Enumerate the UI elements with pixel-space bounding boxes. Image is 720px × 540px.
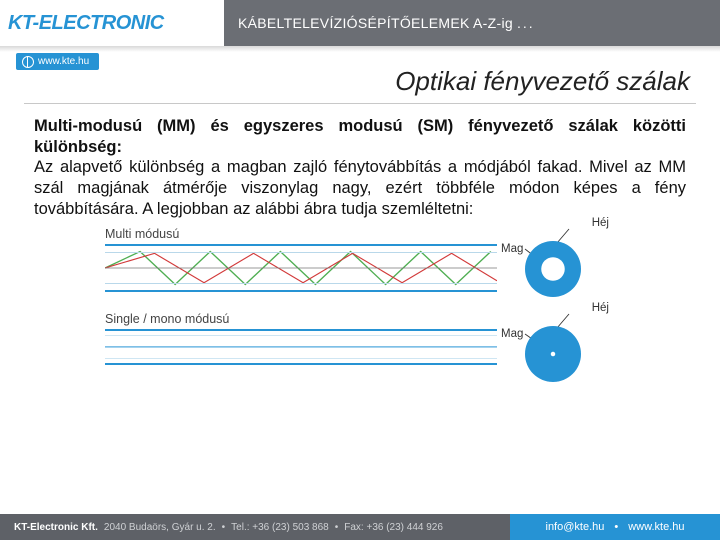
logo-text: KT-ELECTRONIC — [8, 12, 164, 35]
page-title: Optikai fényvezető szálak — [0, 52, 720, 103]
sm-label: Single / mono módusú — [105, 312, 497, 326]
footer-email: info@kte.hu — [546, 521, 605, 533]
title-rule — [24, 103, 696, 104]
sm-cross-section: Héj Mag — [505, 312, 615, 391]
mag-label-2: Mag — [501, 328, 523, 340]
mm-cross-section: Héj Mag — [505, 227, 615, 306]
logo-area: KT-ELECTRONIC — [0, 0, 224, 46]
footer-web: www.kte.hu — [628, 521, 684, 533]
footer-fax: Fax: +36 (23) 444 926 — [344, 522, 443, 533]
url-badge: www.kte.hu — [16, 53, 99, 70]
sm-waveguide — [105, 329, 497, 365]
content: Multi-modusú (MM) és egyszeres modusú (S… — [0, 116, 720, 219]
mm-label: Multi módusú — [105, 227, 497, 241]
figure: Multi módusú Héj Mag Single / m — [105, 227, 615, 391]
tagline: KÁBELTELEVÍZIÓS ÉPÍTŐELEMEK A-Z-ig ... — [224, 0, 720, 46]
sm-cross-svg — [505, 312, 595, 386]
sm-row: Single / mono módusú Héj Mag — [105, 312, 615, 391]
mm-row: Multi módusú Héj Mag — [105, 227, 615, 306]
hej-label: Héj — [592, 217, 609, 229]
footer-right: info@kte.hu • www.kte.hu — [510, 514, 720, 540]
tagline-light: ÉPÍTŐELEMEK A-Z-ig — [368, 15, 513, 31]
hej-label-2: Héj — [592, 302, 609, 314]
mag-label: Mag — [501, 243, 523, 255]
mm-cross-svg — [505, 227, 595, 301]
footer-address: 2040 Budaörs, Gyár u. 2. — [104, 522, 216, 533]
body-text: Az alapvető különbség a magban zajló fén… — [34, 158, 686, 217]
tagline-bold: KÁBELTELEVÍZIÓS — [238, 15, 368, 31]
footer-left: KT-Electronic Kft. 2040 Budaörs, Gyár u.… — [0, 514, 510, 540]
header: KT-ELECTRONIC KÁBELTELEVÍZIÓS ÉPÍTŐELEME… — [0, 0, 720, 46]
footer-tel: Tel.: +36 (23) 503 868 — [231, 522, 329, 533]
mm-waveguide — [105, 244, 497, 292]
footer-company: KT-Electronic Kft. — [14, 522, 98, 533]
tagline-dots: ... — [517, 15, 535, 31]
lead-text: Multi-modusú (MM) és egyszeres modusú (S… — [34, 117, 686, 156]
footer: KT-Electronic Kft. 2040 Budaörs, Gyár u.… — [0, 514, 720, 540]
